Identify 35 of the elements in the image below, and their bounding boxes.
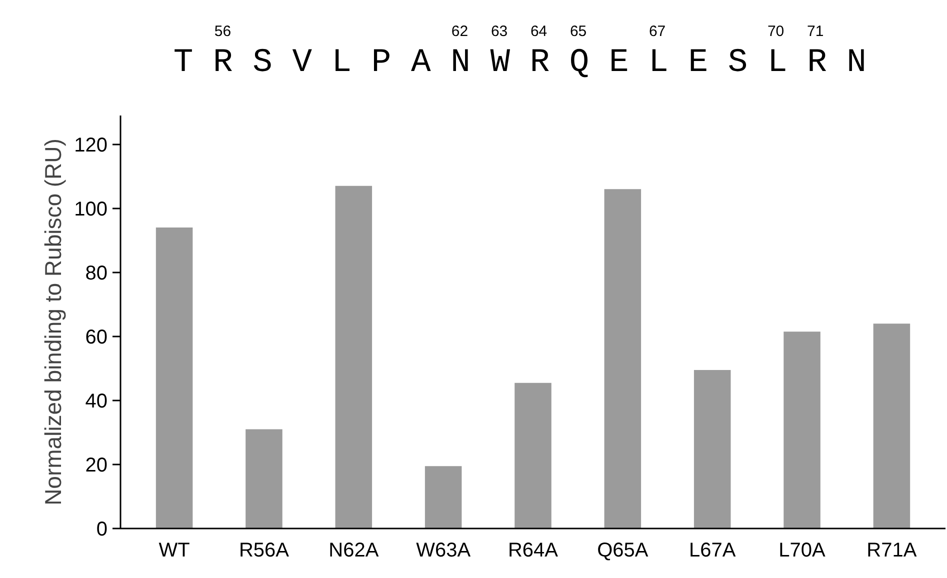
y-axis-title: Normalized binding to Rubisco (RU) xyxy=(40,138,66,506)
x-tick-label: R56A xyxy=(238,540,290,562)
bar xyxy=(514,382,552,528)
bar xyxy=(604,189,642,528)
y-tick-label: 40 xyxy=(85,390,108,412)
x-tick-label: Q65A xyxy=(597,540,649,562)
bar xyxy=(873,324,910,528)
y-tick-label: 80 xyxy=(85,262,108,284)
bar xyxy=(246,429,282,528)
x-tick-label: R64A xyxy=(508,540,559,562)
y-tick-label: 120 xyxy=(74,134,108,156)
x-tick-label: N62A xyxy=(328,540,380,562)
bar xyxy=(784,332,820,528)
text: 62 xyxy=(451,23,468,40)
text: 71 xyxy=(806,23,824,40)
x-tick-label: R71A xyxy=(866,540,918,562)
text: 70 xyxy=(767,23,784,40)
bar xyxy=(335,186,372,528)
text: T R S V L P A N W R Q E L E S L R N xyxy=(173,44,866,81)
y-tick-label: 20 xyxy=(85,454,108,476)
x-tick-label: L67A xyxy=(688,540,736,562)
x-tick-label: L70A xyxy=(778,540,826,562)
x-tick-label: WT xyxy=(158,540,190,562)
bar xyxy=(694,370,731,528)
x-tick-label: W63A xyxy=(416,540,472,562)
text: 64 xyxy=(530,23,548,40)
y-tick-label: 60 xyxy=(85,326,108,348)
y-tick-label: 0 xyxy=(96,518,108,540)
bar xyxy=(156,228,193,528)
text: 63 xyxy=(490,23,508,40)
text: 56 xyxy=(214,23,232,40)
bar xyxy=(424,466,462,528)
text: 67 xyxy=(648,23,666,40)
y-tick-label: 100 xyxy=(74,198,108,220)
text: 65 xyxy=(570,23,587,40)
